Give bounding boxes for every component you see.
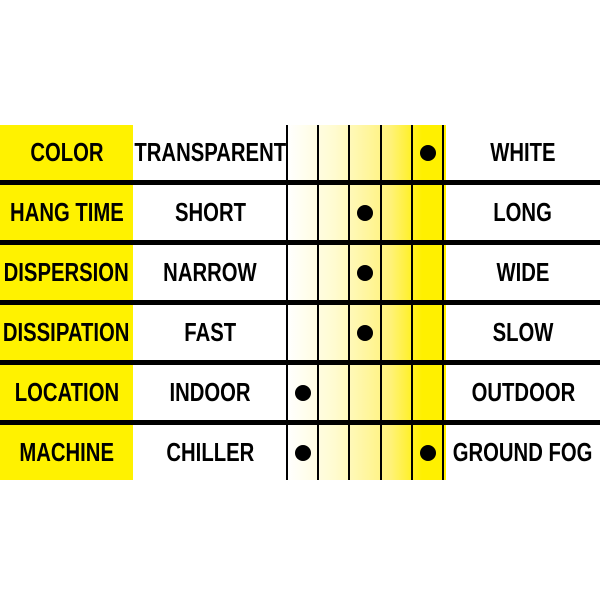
- left-extreme-text: SHORT: [174, 197, 246, 227]
- right-extreme: SLOW: [446, 305, 600, 360]
- scale-divider: [317, 125, 319, 180]
- row-label: COLOR: [0, 125, 133, 180]
- row-label: DISPERSION: [0, 245, 133, 300]
- scale-divider: [442, 185, 444, 240]
- scale-divider: [286, 425, 288, 480]
- right-extreme-text: WHITE: [490, 137, 556, 167]
- right-extreme-text: GROUND FOG: [453, 437, 593, 467]
- rating-scale: [286, 305, 446, 360]
- scale-divider: [286, 245, 288, 300]
- scale-divider: [317, 365, 319, 420]
- left-extreme: FAST: [133, 305, 287, 360]
- row-label: MACHINE: [0, 425, 133, 480]
- scale-divider: [380, 185, 382, 240]
- row-separator: [0, 240, 600, 245]
- row-label: DISSIPATION: [0, 305, 133, 360]
- scale-divider: [348, 125, 350, 180]
- row-separator: [0, 420, 600, 425]
- right-extreme-text: WIDE: [496, 257, 550, 287]
- scale-divider: [442, 305, 444, 360]
- row-separator: [0, 300, 600, 305]
- scale-divider: [286, 125, 288, 180]
- right-extreme-text: LONG: [493, 197, 553, 227]
- scale-divider: [348, 245, 350, 300]
- row-separator: [0, 180, 600, 185]
- rating-dot: [420, 144, 436, 161]
- left-extreme: TRANSPARENT: [133, 125, 287, 180]
- scale-divider: [317, 425, 319, 480]
- row-label-text: COLOR: [29, 137, 104, 167]
- left-extreme-text: INDOOR: [169, 377, 251, 407]
- rating-dot: [294, 384, 311, 401]
- left-extreme: NARROW: [133, 245, 287, 300]
- scale-divider: [317, 305, 319, 360]
- rating-scale: [286, 245, 446, 300]
- scale-divider: [411, 245, 413, 300]
- right-extreme-text: OUTDOOR: [471, 377, 575, 407]
- row-label-text: DISPERSION: [3, 257, 130, 287]
- rating-dot: [420, 444, 436, 461]
- scale-divider: [411, 305, 413, 360]
- right-extreme-text: SLOW: [492, 317, 554, 347]
- chart-row: COLOR TRANSPARENT WHITE: [0, 125, 600, 180]
- chart-row: DISSIPATION FAST SLOW: [0, 305, 600, 360]
- scale-divider: [380, 425, 382, 480]
- left-extreme: CHILLER: [133, 425, 287, 480]
- row-label-text: HANG TIME: [9, 197, 124, 227]
- left-extreme-text: CHILLER: [166, 437, 254, 467]
- right-extreme: WHITE: [446, 125, 600, 180]
- scale-divider: [348, 365, 350, 420]
- left-extreme-text: FAST: [184, 317, 236, 347]
- scale-divider: [442, 125, 444, 180]
- rating-dot: [294, 444, 311, 461]
- right-extreme: LONG: [446, 185, 600, 240]
- scale-divider: [317, 185, 319, 240]
- row-label-text: LOCATION: [14, 377, 119, 407]
- fog-characteristics-chart: COLOR TRANSPARENT WHITE HANG TIME SHORT …: [0, 125, 600, 480]
- right-extreme: OUTDOOR: [446, 365, 600, 420]
- row-label: LOCATION: [0, 365, 133, 420]
- rating-scale: [286, 425, 446, 480]
- right-extreme: GROUND FOG: [446, 425, 600, 480]
- scale-divider: [411, 185, 413, 240]
- scale-divider: [317, 245, 319, 300]
- scale-divider: [348, 185, 350, 240]
- scale-divider: [411, 125, 413, 180]
- scale-divider: [442, 425, 444, 480]
- chart-row: MACHINE CHILLER GROUND FOG: [0, 425, 600, 480]
- scale-divider: [411, 365, 413, 420]
- rating-scale: [286, 185, 446, 240]
- scale-divider: [348, 425, 350, 480]
- chart-row: LOCATION INDOOR OUTDOOR: [0, 365, 600, 420]
- chart-row: HANG TIME SHORT LONG: [0, 185, 600, 240]
- left-extreme: INDOOR: [133, 365, 287, 420]
- row-label: HANG TIME: [0, 185, 133, 240]
- scale-divider: [380, 125, 382, 180]
- left-extreme-text: TRANSPARENT: [134, 137, 286, 167]
- scale-divider: [442, 365, 444, 420]
- scale-divider: [348, 305, 350, 360]
- row-separator: [0, 360, 600, 365]
- scale-divider: [411, 425, 413, 480]
- row-label-text: MACHINE: [19, 437, 114, 467]
- rating-scale: [286, 365, 446, 420]
- left-extreme: SHORT: [133, 185, 287, 240]
- rating-dot: [357, 324, 373, 341]
- scale-divider: [286, 305, 288, 360]
- rating-scale: [286, 125, 446, 180]
- rating-dot: [357, 204, 373, 221]
- row-label-text: DISSIPATION: [3, 317, 130, 347]
- scale-divider: [380, 365, 382, 420]
- rating-dot: [357, 264, 373, 281]
- scale-divider: [380, 305, 382, 360]
- scale-divider: [380, 245, 382, 300]
- right-extreme: WIDE: [446, 245, 600, 300]
- chart-row: DISPERSION NARROW WIDE: [0, 245, 600, 300]
- left-extreme-text: NARROW: [163, 257, 257, 287]
- scale-divider: [286, 185, 288, 240]
- scale-divider: [286, 365, 288, 420]
- scale-divider: [442, 245, 444, 300]
